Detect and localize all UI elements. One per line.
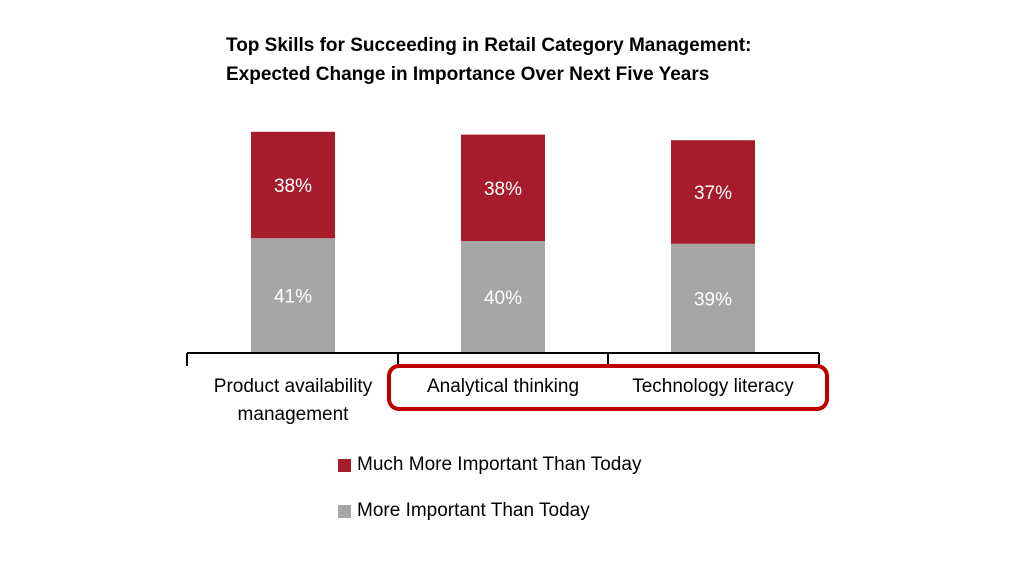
data-label: 40% — [484, 288, 522, 309]
category-label: Product availability — [214, 376, 373, 397]
category-label: Analytical thinking — [427, 376, 579, 397]
legend-item: Much More Important Than Today — [338, 451, 641, 479]
legend-swatch — [338, 458, 351, 472]
legend-swatch — [338, 504, 351, 518]
bar-segment — [461, 241, 545, 353]
data-label: 41% — [274, 287, 312, 308]
data-label: 39% — [694, 289, 732, 310]
data-label: 38% — [274, 176, 312, 197]
category-label: Technology literacy — [632, 376, 794, 397]
bar-segment — [251, 131, 335, 239]
legend-label: More Important Than Today — [357, 500, 590, 521]
data-label: 37% — [694, 183, 732, 204]
legend-item: More Important Than Today — [338, 497, 641, 525]
bar-segment — [251, 238, 335, 353]
legend-label: Much More Important Than Today — [357, 454, 642, 475]
bar-segment — [671, 243, 755, 353]
bar-segment — [671, 140, 755, 244]
legend: Much More Important Than Today More Impor… — [338, 451, 641, 543]
data-label: 38% — [484, 179, 522, 200]
chart-title: Top Skills for Succeeding in Retail Cate… — [226, 31, 751, 89]
highlight-box — [387, 364, 829, 411]
category-label: management — [238, 404, 350, 425]
chart-title-line-2: Expected Change in Importance Over Next … — [226, 64, 710, 85]
bar-segment — [461, 134, 545, 241]
chart-title-line-1: Top Skills for Succeeding in Retail Cate… — [226, 35, 752, 56]
